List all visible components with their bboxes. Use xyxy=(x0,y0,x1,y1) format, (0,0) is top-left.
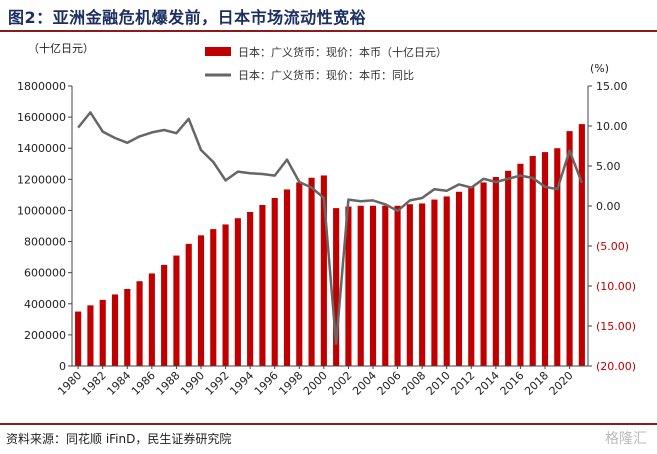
left-tick-label: 0 xyxy=(59,360,66,373)
bar xyxy=(296,182,303,366)
bar xyxy=(517,163,524,366)
x-tick-label: 1996 xyxy=(252,369,281,398)
left-tick-label: 1000000 xyxy=(17,204,66,217)
chart-legend: 日本：广义货币：现价：本币（十亿日元） 日本：广义货币：现价：本币：同比 xyxy=(205,45,447,82)
bar xyxy=(124,289,131,366)
bar xyxy=(185,243,192,366)
bar xyxy=(99,299,106,366)
right-tick-label: (20.00) xyxy=(596,360,636,373)
bar xyxy=(492,177,499,366)
x-tick-label: 1988 xyxy=(154,369,183,398)
footer-divider xyxy=(0,423,657,425)
bar xyxy=(259,205,266,366)
bar xyxy=(382,205,389,366)
x-tick-label: 1992 xyxy=(203,369,232,398)
bar xyxy=(148,273,155,366)
x-tick-label: 2010 xyxy=(424,369,453,398)
bar xyxy=(455,191,463,366)
left-tick-label: 800000 xyxy=(24,236,66,249)
x-axis: 1980198219841986198819901992199419961998… xyxy=(55,365,588,398)
bar xyxy=(468,187,475,366)
bar xyxy=(554,148,561,366)
bar xyxy=(111,294,119,366)
x-tick-label: 2012 xyxy=(448,369,477,398)
bar xyxy=(75,311,82,366)
bar xyxy=(197,235,205,366)
right-tick-label: 5.00 xyxy=(596,160,621,173)
legend-label-bar: 日本：广义货币：现价：本币（十亿日元） xyxy=(238,45,447,59)
left-axis: 1800000 1600000 1400000 1200000 1000000 80000… xyxy=(17,80,73,373)
bar xyxy=(222,224,229,366)
bar-series xyxy=(75,124,585,366)
right-axis-unit: (%) xyxy=(590,62,609,75)
legend-label-line: 日本：广义货币：现价：本币：同比 xyxy=(238,68,414,82)
x-tick-label: 2008 xyxy=(399,369,428,398)
left-tick-label: 1200000 xyxy=(17,173,66,186)
right-tick-label: (15.00) xyxy=(596,320,636,333)
bar xyxy=(443,196,450,366)
right-tick-label: 15.00 xyxy=(596,80,628,93)
left-tick-label: 1800000 xyxy=(17,80,66,93)
left-tick-label: 200000 xyxy=(24,329,66,342)
bar xyxy=(345,206,352,366)
source-note: 资料来源：同花顺 iFinD，民生证券研究院 xyxy=(6,432,232,446)
bar xyxy=(529,156,536,366)
right-tick-label: (10.00) xyxy=(596,280,636,293)
right-axis: 15.00 10.00 5.00 0.00 (5.00) (10.00) (15.00) (2… xyxy=(587,80,636,373)
bar xyxy=(419,203,426,366)
left-tick-label: 600000 xyxy=(24,267,66,280)
bar xyxy=(234,218,241,366)
x-tick-label: 2014 xyxy=(473,369,502,398)
bar xyxy=(333,208,340,366)
left-tick-label: 400000 xyxy=(24,298,66,311)
x-tick-label: 2002 xyxy=(326,369,355,398)
line-series xyxy=(77,111,584,345)
left-axis-unit: （十亿日元） xyxy=(28,41,94,55)
x-tick-label: 2006 xyxy=(375,369,404,398)
chart-title: 图2：亚洲金融危机爆发前，日本市场流动性宽裕 xyxy=(8,8,367,27)
bar xyxy=(283,189,291,366)
bar xyxy=(320,175,327,366)
x-tick-label: 2020 xyxy=(547,369,576,398)
bar xyxy=(566,131,573,366)
x-tick-label: 2004 xyxy=(350,369,379,398)
x-tick-label: 1980 xyxy=(55,369,84,398)
x-tick-label: 2016 xyxy=(498,369,527,398)
left-tick-label: 1400000 xyxy=(17,142,66,155)
bar xyxy=(578,124,585,366)
left-tick-label: 1600000 xyxy=(17,111,66,124)
chart-canvas: （十亿日元） (%) 日本：广义货币：现价：本币（十亿日元）日本：广义货币：现价… xyxy=(17,41,636,398)
bar xyxy=(210,229,217,366)
x-tick-label: 1982 xyxy=(80,369,109,398)
x-tick-label: 1998 xyxy=(276,369,305,398)
bar xyxy=(480,182,487,366)
x-tick-label: 1994 xyxy=(227,369,256,398)
right-tick-label: 10.00 xyxy=(596,120,628,133)
bar xyxy=(87,305,94,366)
bar xyxy=(173,255,180,366)
bar xyxy=(505,170,512,366)
x-tick-label: 2000 xyxy=(301,369,330,398)
right-tick-label: (5.00) xyxy=(596,240,629,253)
bar xyxy=(308,177,315,366)
x-tick-label: 1984 xyxy=(104,369,133,398)
bar xyxy=(271,198,278,366)
bar xyxy=(431,199,438,366)
x-tick-label: 2018 xyxy=(522,369,551,398)
x-tick-label: 1986 xyxy=(129,369,158,398)
bar xyxy=(136,281,143,366)
bar xyxy=(541,152,549,366)
right-tick-label: 0.00 xyxy=(596,200,621,213)
bar xyxy=(369,205,377,366)
bar xyxy=(161,264,168,366)
x-tick-label: 1990 xyxy=(178,369,207,398)
bar xyxy=(357,205,364,366)
bar xyxy=(406,204,413,366)
bar xyxy=(247,212,254,366)
title-divider xyxy=(0,30,657,32)
legend-bar-swatch xyxy=(205,47,231,56)
bar xyxy=(394,205,401,366)
line-series-path xyxy=(77,111,584,345)
watermark-logo: 格隆汇 xyxy=(605,431,647,447)
